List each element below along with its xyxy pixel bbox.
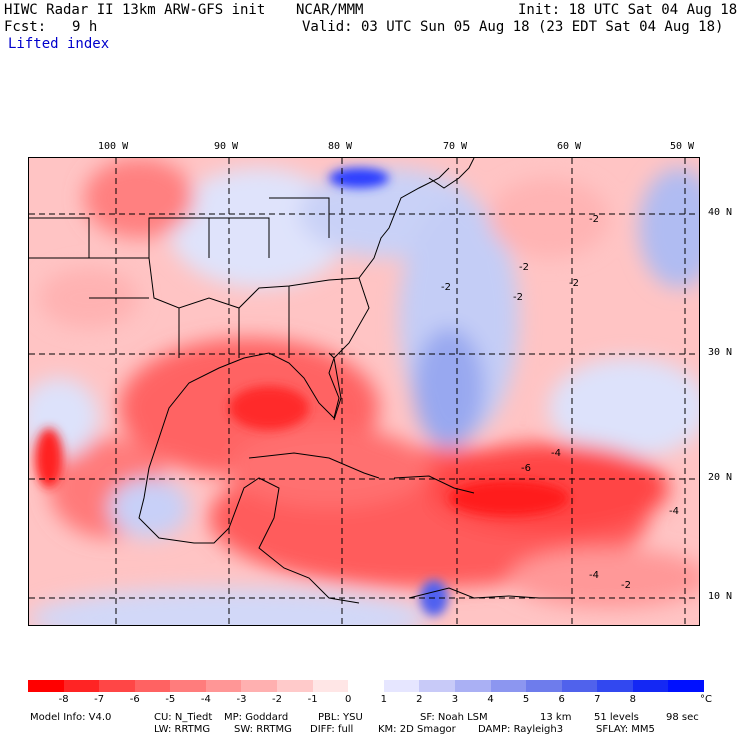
color-scale-label: 8	[629, 694, 637, 705]
lat-label: 40 N	[708, 207, 733, 218]
contour-label: -2	[519, 262, 529, 273]
color-scale-cell	[526, 680, 563, 692]
color-scale-cell	[205, 680, 242, 692]
lon-label: 100 W	[98, 141, 129, 152]
color-scale-label: 0	[345, 694, 352, 705]
damping-setting: DAMP: Rayleigh3	[478, 724, 564, 735]
organization-label: NCAR/MMM	[296, 2, 364, 18]
vertical-levels: 51 levels	[594, 712, 639, 723]
diffusion-setting: DIFF: full	[310, 724, 354, 735]
color-scale-cell	[312, 680, 349, 692]
microphysics-scheme: MP: Goddard	[224, 712, 289, 723]
color-scale-cell	[383, 680, 420, 692]
surface-layer-scheme: SFLAY: MM5	[596, 724, 655, 735]
color-scale-label: -7	[94, 694, 105, 705]
map-canvas: -2 -2 -2 -2 -4 -6 -4 -4 -2 -2	[29, 158, 699, 625]
color-scale-cell	[277, 680, 314, 692]
color-scale-unit: °C	[700, 694, 712, 705]
color-scale-label: 4	[487, 694, 494, 705]
color-scale-cell	[632, 680, 669, 692]
contour-label: -2	[589, 214, 599, 225]
valid-time: Valid: 03 UTC Sun 05 Aug 18 (23 EDT Sat …	[302, 19, 724, 35]
model-title: HIWC Radar II 13km ARW-GFS init	[4, 2, 266, 18]
color-scale-label: -8	[58, 694, 69, 705]
color-scale-label: -2	[272, 694, 283, 705]
shading-layer	[29, 158, 699, 625]
surface-scheme: SF: Noah LSM	[420, 712, 488, 723]
contour-label: -2	[621, 580, 631, 591]
color-scale-label: 3	[451, 694, 459, 705]
color-scale-cell	[490, 680, 527, 692]
lon-label: 50 W	[670, 141, 695, 152]
contour-label: -4	[589, 570, 599, 581]
color-scale-label: -6	[129, 694, 140, 705]
color-scale-label: 5	[522, 694, 530, 705]
intense-cores	[35, 168, 569, 616]
contour-labels: -2 -2 -2 -2 -4 -6 -4 -4 -2 -2	[441, 214, 679, 591]
forecast-hour: 9 h	[72, 19, 98, 35]
color-scale-label: 1	[380, 694, 387, 705]
km-setting: KM: 2D Smagor	[378, 724, 456, 735]
cumulus-scheme: CU: N_Tiedt	[154, 712, 213, 723]
color-scale-cell	[63, 680, 100, 692]
color-scale-cell	[241, 680, 278, 692]
color-scale-cell	[134, 680, 171, 692]
lon-label: 90 W	[214, 141, 239, 152]
color-scale-cell	[28, 680, 65, 692]
timestep: 98 sec	[666, 712, 699, 723]
color-scale-cell	[99, 680, 136, 692]
forecast-label: Fcst:	[4, 19, 47, 35]
color-scale-cell	[170, 680, 207, 692]
color-scale-cell	[348, 680, 385, 692]
color-scale-cell	[561, 680, 598, 692]
color-scale-cell	[668, 680, 705, 692]
lat-label: 20 N	[708, 472, 733, 483]
grid-resolution: 13 km	[540, 712, 572, 723]
field-name: Lifted index	[8, 36, 110, 52]
coastlines	[29, 158, 569, 604]
init-time: Init: 18 UTC Sat 04 Aug 18	[518, 2, 738, 18]
color-scale-label: -4	[200, 694, 211, 705]
contour-label: -4	[669, 506, 679, 517]
color-scale-cell	[597, 680, 634, 692]
color-scale-label: 7	[594, 694, 601, 705]
color-scale-label: -1	[307, 694, 318, 705]
lat-label: 10 N	[708, 591, 733, 602]
lon-label: 80 W	[328, 141, 353, 152]
contour-label: -2	[513, 292, 523, 303]
contour-label: -4	[551, 448, 561, 459]
contour-label: -2	[441, 282, 451, 293]
lon-label: 70 W	[443, 141, 468, 152]
color-scale-label: 6	[558, 694, 565, 705]
pbl-scheme: PBL: YSU	[318, 712, 363, 723]
color-scale	[28, 680, 705, 692]
lon-label: 60 W	[557, 141, 582, 152]
contour-label: -2	[569, 278, 579, 289]
graticule	[29, 158, 699, 625]
color-scale-label: -3	[236, 694, 247, 705]
longwave-scheme: LW: RRTMG	[154, 724, 211, 735]
color-scale-cell	[454, 680, 492, 692]
lifted-index-map: -2 -2 -2 -2 -4 -6 -4 -4 -2 -2	[28, 157, 700, 626]
contour-label: -6	[521, 463, 531, 474]
shortwave-scheme: SW: RRTMG	[234, 724, 292, 735]
lat-label: 30 N	[708, 347, 733, 358]
color-scale-label: -5	[165, 694, 176, 705]
color-scale-cell	[419, 680, 456, 692]
color-scale-label: 2	[416, 694, 423, 705]
model-info: Model Info: V4.0	[30, 712, 112, 723]
